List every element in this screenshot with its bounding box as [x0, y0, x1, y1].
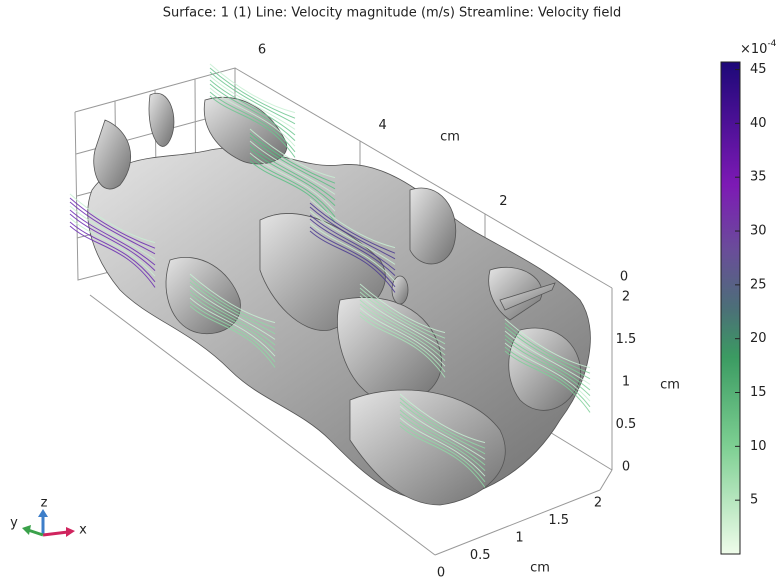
triad-x: x [79, 523, 87, 538]
colorbar-tick-label: 30 [750, 224, 767, 239]
y-axis-label: cm [530, 561, 550, 576]
y-tick-label: 0.5 [470, 548, 491, 563]
colorbar-tick-label: 45 [750, 62, 767, 77]
colorbar: ×10-4 45 40 35 30 25 20 15 10 5 [721, 39, 777, 555]
exponent-base: ×10 [740, 42, 767, 57]
colorbar-scale [721, 62, 740, 554]
colorbar-tick-label: 40 [750, 116, 767, 131]
colorbar-tick-label: 20 [750, 331, 767, 346]
exponent-power: -4 [767, 39, 776, 49]
x-tick-label: 2 [499, 194, 507, 209]
triad-z: z [41, 496, 48, 511]
x-axis-label: cm [440, 130, 460, 145]
z-tick-label: 1 [622, 375, 630, 390]
y-tick-label: 1.5 [548, 513, 569, 528]
triad-y: y [10, 516, 18, 531]
colorbar-tick-label: 35 [750, 170, 767, 185]
isosurface [88, 93, 591, 505]
x-tick-label: 6 [258, 43, 266, 58]
z-tick-label: 0.5 [616, 417, 637, 432]
z-axis-label: cm [660, 378, 680, 393]
colorbar-tick-label: 25 [750, 277, 767, 292]
plot-title: Surface: 1 (1) Line: Velocity magnitude … [163, 6, 621, 21]
x-tick-label: 4 [379, 118, 387, 133]
y-tick-label: 1 [515, 531, 523, 546]
y-tick-label: 0 [437, 566, 445, 581]
axis-triad: z y x [10, 496, 87, 538]
plot-window: Surface: 1 (1) Line: Velocity magnitude … [0, 0, 783, 582]
y-tick-label: 2 [594, 496, 602, 511]
colorbar-exponent: ×10-4 [740, 39, 777, 57]
colorbar-tick-label: 10 [750, 439, 767, 454]
colorbar-tick-label: 5 [750, 493, 758, 508]
z-tick-label: 1.5 [616, 332, 637, 347]
colorbar-tick-label: 15 [750, 385, 767, 400]
x-tick-label: 0 [620, 270, 628, 285]
z-tick-label: 0 [622, 460, 630, 475]
z-tick-label: 2 [622, 290, 630, 305]
